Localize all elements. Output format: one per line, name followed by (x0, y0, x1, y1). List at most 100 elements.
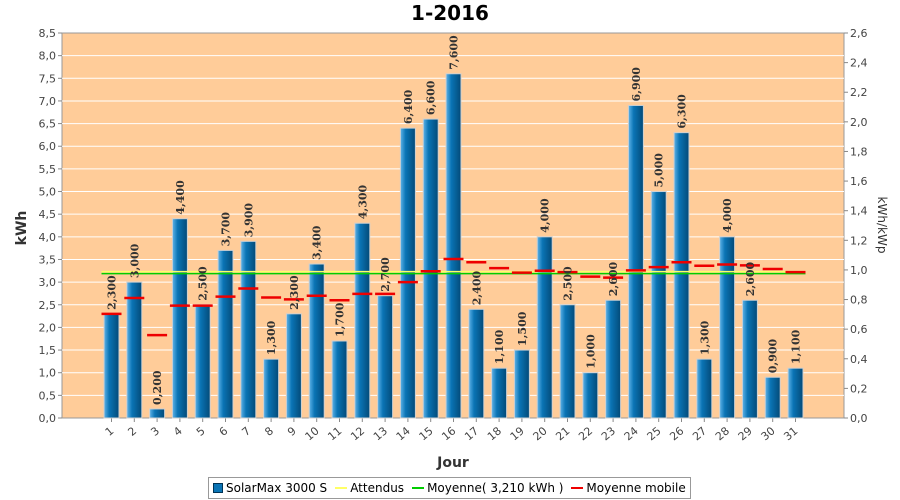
bar (194, 304, 211, 419)
bar (605, 299, 622, 419)
bar-value-label: 2,300 (106, 275, 119, 310)
y2-tick-label: 1,0 (850, 264, 868, 277)
bar (331, 340, 348, 419)
bar-value-label: 1,000 (584, 334, 597, 369)
bar-value-label: 2,700 (379, 257, 392, 292)
x-tick-label: 13 (371, 424, 390, 443)
x-tick-label: 28 (713, 424, 732, 443)
x-tick-label: 9 (285, 424, 299, 438)
y2-tick-label: 0,6 (850, 323, 868, 336)
bar-value-label: 2,600 (607, 261, 620, 296)
y-tick-label: 8,5 (39, 27, 57, 40)
x-tick-label: 25 (645, 424, 664, 443)
y-tick-label: 0,5 (39, 389, 57, 402)
x-tick-label: 1 (103, 424, 117, 438)
x-tick-label: 30 (759, 424, 778, 443)
y-tick-label: 2,0 (39, 321, 57, 334)
legend: SolarMax 3000 S Attendus Moyenne( 3,210 … (208, 477, 691, 499)
bar-value-label: 1,500 (516, 311, 529, 346)
chart-title: 1-2016 (411, 1, 489, 25)
x-tick-label: 6 (217, 424, 231, 438)
x-tick-label: 29 (736, 424, 755, 443)
y-axis-title: kWh (14, 211, 30, 246)
x-tick-label: 8 (262, 424, 276, 438)
bar-value-label: 2,400 (470, 271, 483, 306)
y2-tick-label: 1,4 (850, 205, 868, 218)
y2-tick-label: 2,0 (850, 116, 868, 129)
bar-value-label: 1,300 (265, 320, 278, 355)
bar (764, 376, 781, 419)
y-tick-label: 4,5 (39, 208, 57, 221)
legend-swatch-attendus (335, 487, 348, 489)
x-tick-label: 5 (194, 424, 208, 438)
bar-value-label: 0,900 (767, 338, 780, 373)
legend-label-solarmax: SolarMax 3000 S (226, 481, 328, 495)
y-tick-label: 0,0 (39, 412, 57, 425)
bar-value-label: 6,900 (630, 67, 643, 102)
x-tick-label: 12 (348, 424, 367, 443)
bar (719, 236, 736, 419)
x-tick-label: 15 (417, 424, 436, 443)
bar (445, 73, 462, 419)
bar-data-labels: 2,300 3,000 0,200 4,400 2,500 3,700 3,900 1,300… (106, 35, 803, 405)
x-tick-label: 16 (439, 424, 458, 443)
bar (217, 249, 234, 419)
legend-swatch-solarmax (213, 483, 223, 493)
y-tick-label: 6,0 (39, 140, 57, 153)
legend-item-moyenne: Moyenne( 3,210 kWh ) (412, 481, 563, 495)
bar (787, 367, 804, 419)
legend-item-attendus: Attendus (335, 481, 404, 495)
y2-tick-label: 0,4 (850, 353, 868, 366)
y-tick-label: 8,0 (39, 50, 57, 63)
y-tick-label: 1,0 (39, 367, 57, 380)
y-axis-right: 0,0 0,2 0,4 0,6 0,8 1,0 1,2 1,4 1,6 1,8 2,0 2,2 2,4 2… (844, 27, 868, 425)
bar (126, 281, 143, 419)
bar (513, 349, 530, 419)
bar-value-label: 3,900 (242, 203, 255, 238)
legend-item-solarmax: SolarMax 3000 S (213, 481, 327, 495)
bar-value-label: 1,100 (790, 329, 803, 364)
bar (741, 299, 758, 419)
legend-label-attendus: Attendus (350, 481, 405, 495)
bar-value-label: 3,000 (128, 243, 141, 278)
x-tick-label: 26 (667, 424, 686, 443)
y-tick-label: 1,5 (39, 344, 57, 357)
y-tick-label: 7,5 (39, 72, 57, 85)
moving-average-series (101, 257, 806, 337)
x-tick-label: 7 (240, 424, 254, 438)
y-tick-label: 4,0 (39, 231, 57, 244)
x-tick-label: 19 (508, 424, 527, 443)
x-axis-title: Jour (436, 455, 469, 471)
x-tick-label: 2 (126, 424, 140, 438)
x-tick-label: 21 (553, 424, 572, 443)
x-tick-label: 18 (485, 424, 504, 443)
y-tick-label: 7,0 (39, 95, 57, 108)
x-tick-label: 4 (171, 424, 185, 438)
bar-value-label: 0,200 (151, 370, 164, 405)
y-tick-label: 3,0 (39, 276, 57, 289)
bar-value-label: 7,600 (448, 35, 461, 70)
bar (171, 218, 188, 419)
legend-label-moyenne: Moyenne( 3,210 kWh ) (427, 481, 564, 495)
reference-lines (101, 270, 806, 275)
bar-value-label: 3,700 (220, 212, 233, 247)
bar-value-label: 6,600 (425, 80, 438, 115)
bar-value-label: 4,400 (174, 180, 187, 215)
bar (696, 358, 713, 419)
x-tick-label: 20 (531, 424, 550, 443)
bar (422, 118, 439, 419)
bar-value-label: 1,100 (493, 329, 506, 364)
bar-value-label: 4,000 (721, 198, 734, 233)
x-tick-label: 10 (303, 424, 322, 443)
bar-value-label: 3,400 (311, 225, 324, 260)
x-tick-label: 31 (781, 424, 800, 443)
bar-value-label: 4,000 (539, 198, 552, 233)
bar (559, 304, 576, 419)
x-tick-label: 22 (576, 424, 595, 443)
bar (285, 313, 302, 419)
x-tick-label: 3 (148, 424, 162, 438)
bar-value-label: 4,300 (356, 184, 369, 219)
x-tick-label: 11 (325, 424, 344, 443)
y2-tick-label: 0,2 (850, 382, 868, 395)
